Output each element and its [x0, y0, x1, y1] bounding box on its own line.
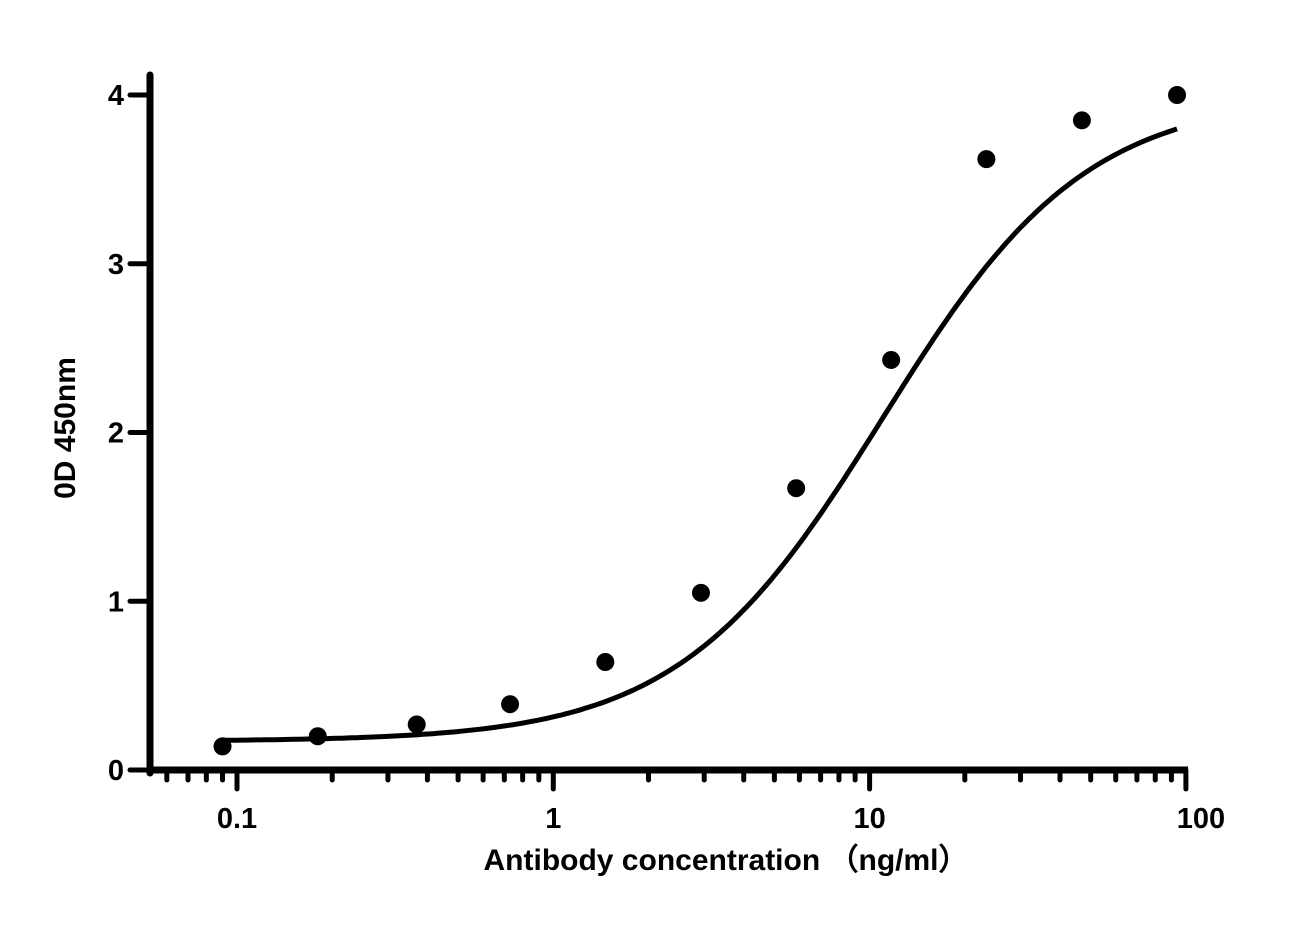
fit-curve	[222, 126, 1178, 743]
fit-curve-line	[222, 126, 1178, 743]
data-point	[596, 653, 615, 671]
data-point	[407, 715, 426, 734]
data-point	[691, 583, 710, 602]
x-axis-title: Antibody concentration （ng/ml）	[484, 843, 969, 877]
data-point	[1072, 111, 1091, 130]
data-point	[787, 479, 806, 498]
y-tick-label: 4	[108, 80, 124, 112]
y-tick-label: 0	[108, 755, 124, 787]
y-axis-title: 0D 450nm	[49, 357, 82, 499]
x-tick-label: 0.1	[217, 803, 257, 835]
y-tick-label: 1	[108, 586, 124, 618]
x-axis: 0.1 1 10 100	[147, 766, 1225, 835]
x-tick-label: 100	[1177, 803, 1225, 835]
x-tick-label: 10	[853, 803, 885, 835]
data-point	[977, 150, 996, 169]
y-tick-label: 3	[108, 249, 124, 281]
data-point	[501, 695, 520, 714]
data-points	[213, 86, 1187, 756]
y-tick-label: 2	[108, 418, 124, 450]
data-point	[213, 737, 232, 756]
x-tick-label: 1	[545, 803, 561, 835]
y-axis: 0 1 2 3 4	[108, 71, 154, 787]
data-point	[1168, 86, 1187, 104]
data-point	[308, 727, 327, 746]
data-point	[882, 350, 901, 369]
